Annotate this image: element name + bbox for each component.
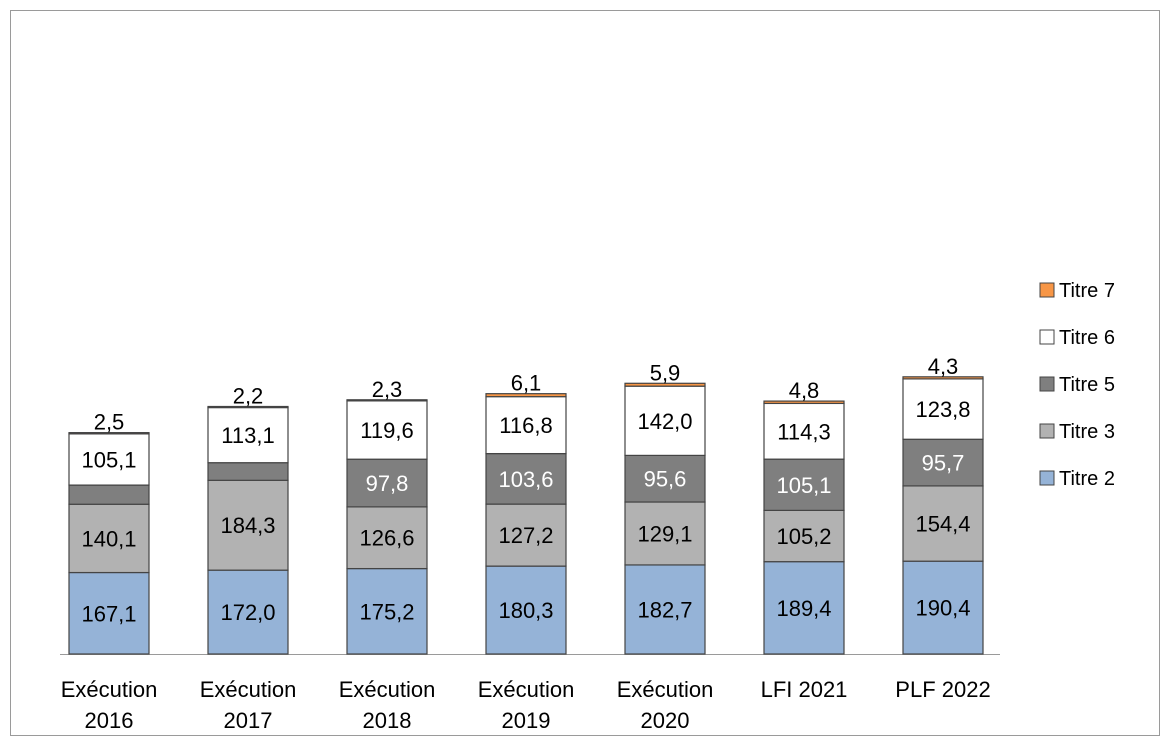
data-label: 190,4	[915, 596, 970, 621]
bar-segment-titre-5	[346, 458, 428, 508]
bar-segment-titre-5	[763, 458, 845, 511]
bar-segment-titre-6	[902, 378, 984, 440]
data-label: 2,2	[233, 383, 264, 408]
bar-segment-titre-2	[207, 569, 289, 655]
bar-segment-titre-7	[624, 382, 706, 387]
bar-segment-titre-2	[68, 571, 150, 655]
category-label: Exécution 2016	[61, 677, 158, 733]
bar-segment-titre-3	[624, 501, 706, 566]
bar-segment-titre-5	[624, 454, 706, 503]
data-label: 167,1	[81, 601, 136, 626]
data-label: 2,5	[94, 410, 125, 435]
bar-segment-titre-6	[207, 406, 289, 464]
data-label: 5,9	[650, 360, 681, 385]
data-label: 154,4	[915, 512, 970, 537]
legend-swatch-titre-6	[1039, 329, 1055, 345]
category-label: LFI 2021	[761, 677, 848, 702]
data-label: 116,8	[499, 413, 552, 438]
bar-segment-titre-2	[763, 561, 845, 655]
legend-swatch-titre-3	[1039, 423, 1055, 439]
data-label: 140,1	[81, 526, 136, 551]
data-label: 6,1	[511, 371, 542, 396]
data-label: 4,8	[789, 378, 820, 403]
legend-label: Titre 3	[1059, 421, 1115, 443]
data-label: 182,7	[637, 597, 692, 622]
bar-segment-titre-2	[624, 564, 706, 655]
data-label: 114,3	[777, 419, 830, 444]
legend-label: Titre 2	[1059, 468, 1115, 490]
legend-swatch-titre-5	[1039, 376, 1055, 392]
legend-label: Titre 5	[1059, 374, 1115, 396]
bar-segment-titre-6	[68, 433, 150, 486]
category-label: Exécution 2018	[339, 677, 436, 733]
data-label: 129,1	[637, 521, 692, 546]
data-label: 175,2	[359, 599, 414, 624]
data-label: 105,2	[776, 524, 831, 549]
bar-segment-titre-3	[207, 479, 289, 571]
bar-segment-titre-3	[763, 509, 845, 563]
bar-segment-titre-6	[624, 385, 706, 456]
data-label: 4,3	[928, 354, 959, 379]
bar-segment-titre-2	[485, 565, 567, 655]
bar-segment-titre-7	[763, 400, 845, 405]
bar-segment-titre-5	[485, 452, 567, 505]
data-label: 113,1	[221, 423, 274, 448]
data-label: 172,0	[220, 600, 275, 625]
bar-segment-titre-2	[346, 567, 428, 655]
data-label: 189,4	[776, 596, 831, 621]
legend-swatch-titre-2	[1039, 470, 1055, 486]
data-label: 103,6	[498, 467, 553, 492]
category-label: Exécution 2019	[478, 677, 575, 733]
data-label: 105,1	[776, 473, 831, 498]
bar-segment-titre-5	[68, 484, 150, 505]
bar-segment-titre-5	[207, 462, 289, 481]
data-label: 2,3	[372, 377, 403, 402]
legend-label: Titre 6	[1059, 327, 1115, 349]
bar-segment-titre-6	[485, 396, 567, 455]
data-label: 184,3	[220, 513, 275, 538]
legend-label: Titre 7	[1059, 280, 1115, 302]
data-label: 126,6	[359, 526, 414, 551]
bar-segment-titre-7	[68, 432, 150, 435]
data-label: 105,1	[81, 447, 136, 472]
data-label: 127,2	[498, 523, 553, 548]
data-label: 180,3	[498, 598, 553, 623]
category-label: PLF 2022	[895, 677, 990, 702]
category-label: Exécution 2017	[200, 677, 297, 733]
bar-segment-titre-3	[346, 506, 428, 570]
bar-segment-titre-7	[902, 376, 984, 380]
bar-segment-titre-3	[485, 503, 567, 567]
legend-swatch-titre-7	[1039, 282, 1055, 298]
bar-segment-titre-7	[207, 405, 289, 409]
bar-segment-titre-6	[763, 402, 845, 460]
data-label: 123,8	[915, 397, 970, 422]
bar-segment-titre-2	[902, 560, 984, 655]
data-label: 95,7	[922, 451, 965, 476]
bar-segment-titre-7	[346, 399, 428, 402]
data-label: 142,0	[637, 409, 692, 434]
data-label: 119,6	[360, 418, 413, 443]
category-label: Exécution 2020	[617, 677, 714, 733]
bar-segment-titre-3	[902, 485, 984, 562]
data-label: 97,8	[366, 471, 409, 496]
bar-segment-titre-7	[485, 393, 567, 398]
data-label: 95,6	[644, 467, 687, 492]
